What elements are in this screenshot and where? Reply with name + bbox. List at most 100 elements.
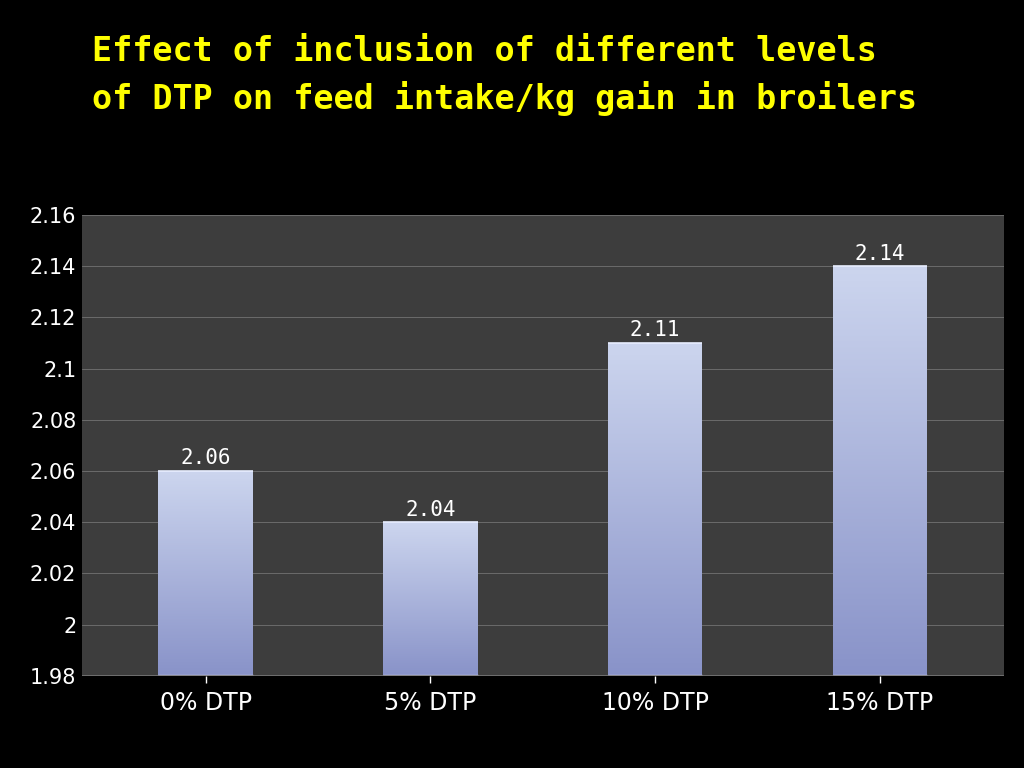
Bar — [833, 574, 927, 576]
Bar — [608, 516, 702, 517]
Bar — [833, 415, 927, 416]
Bar — [608, 596, 702, 597]
Bar — [608, 573, 702, 574]
Bar — [833, 343, 927, 344]
Bar — [833, 291, 927, 292]
Bar — [833, 400, 927, 402]
Bar — [833, 569, 927, 571]
Bar — [833, 639, 927, 641]
Bar — [833, 531, 927, 532]
Bar — [833, 309, 927, 310]
Bar — [833, 348, 927, 349]
Bar — [608, 467, 702, 468]
Bar — [833, 307, 927, 309]
Bar — [608, 353, 702, 354]
Bar — [833, 442, 927, 444]
Bar — [833, 620, 927, 621]
Bar — [833, 439, 927, 441]
Bar — [833, 530, 927, 531]
Bar — [833, 369, 927, 370]
Bar — [608, 393, 702, 394]
Bar — [833, 302, 927, 303]
Bar — [608, 635, 702, 636]
Bar — [608, 605, 702, 606]
Bar — [608, 587, 702, 588]
Bar — [608, 557, 702, 558]
Bar — [608, 501, 702, 502]
Bar — [608, 589, 702, 591]
Bar — [833, 453, 927, 455]
Bar — [608, 627, 702, 628]
Bar — [608, 616, 702, 617]
Bar — [833, 528, 927, 530]
Bar — [608, 475, 702, 476]
Bar — [608, 401, 702, 402]
Bar — [833, 478, 927, 479]
Bar — [833, 292, 927, 293]
Bar — [608, 363, 702, 364]
Bar — [608, 423, 702, 424]
Bar — [833, 422, 927, 423]
Bar — [833, 636, 927, 637]
Bar — [608, 383, 702, 384]
Bar — [4, 135, 41, 144]
Bar — [833, 519, 927, 520]
Bar — [608, 361, 702, 362]
Bar — [833, 313, 927, 314]
Bar — [833, 634, 927, 635]
Bar — [608, 359, 702, 361]
Bar — [608, 575, 702, 576]
Bar — [833, 365, 927, 366]
Bar — [608, 651, 702, 653]
Bar — [833, 429, 927, 430]
Bar — [833, 411, 927, 412]
Bar — [608, 479, 702, 481]
Bar — [608, 608, 702, 609]
Bar — [608, 374, 702, 376]
Bar — [833, 614, 927, 616]
Bar — [608, 414, 702, 415]
Bar — [833, 414, 927, 415]
Bar — [833, 607, 927, 609]
Bar — [608, 535, 702, 536]
Bar — [608, 489, 702, 491]
Bar — [833, 314, 927, 316]
Bar — [833, 377, 927, 378]
Bar — [608, 404, 702, 406]
Bar — [833, 378, 927, 379]
Bar — [608, 495, 702, 496]
Bar — [608, 411, 702, 412]
Bar — [608, 547, 702, 548]
Text: of DTP on feed intake/kg gain in broilers: of DTP on feed intake/kg gain in broiler… — [92, 81, 918, 116]
Bar — [608, 568, 702, 569]
Bar — [833, 621, 927, 623]
Bar — [833, 549, 927, 550]
Bar — [833, 433, 927, 434]
Bar — [833, 648, 927, 650]
Bar — [608, 384, 702, 386]
Bar — [608, 367, 702, 369]
Bar — [608, 558, 702, 559]
Bar — [833, 421, 927, 422]
Bar — [608, 660, 702, 661]
Bar — [833, 561, 927, 562]
Bar — [608, 517, 702, 518]
Bar — [608, 478, 702, 479]
Bar — [833, 544, 927, 545]
Bar — [833, 486, 927, 488]
Bar — [833, 527, 927, 528]
Bar — [833, 597, 927, 598]
Bar — [608, 525, 702, 526]
Bar — [833, 583, 927, 584]
Bar — [833, 386, 927, 388]
Bar — [833, 642, 927, 643]
Bar — [608, 468, 702, 469]
Bar — [608, 524, 702, 525]
Bar — [833, 316, 927, 318]
Bar — [833, 379, 927, 381]
Bar — [4, 83, 41, 91]
Bar — [608, 346, 702, 347]
Bar — [608, 442, 702, 443]
Bar — [608, 387, 702, 389]
Bar — [833, 601, 927, 602]
